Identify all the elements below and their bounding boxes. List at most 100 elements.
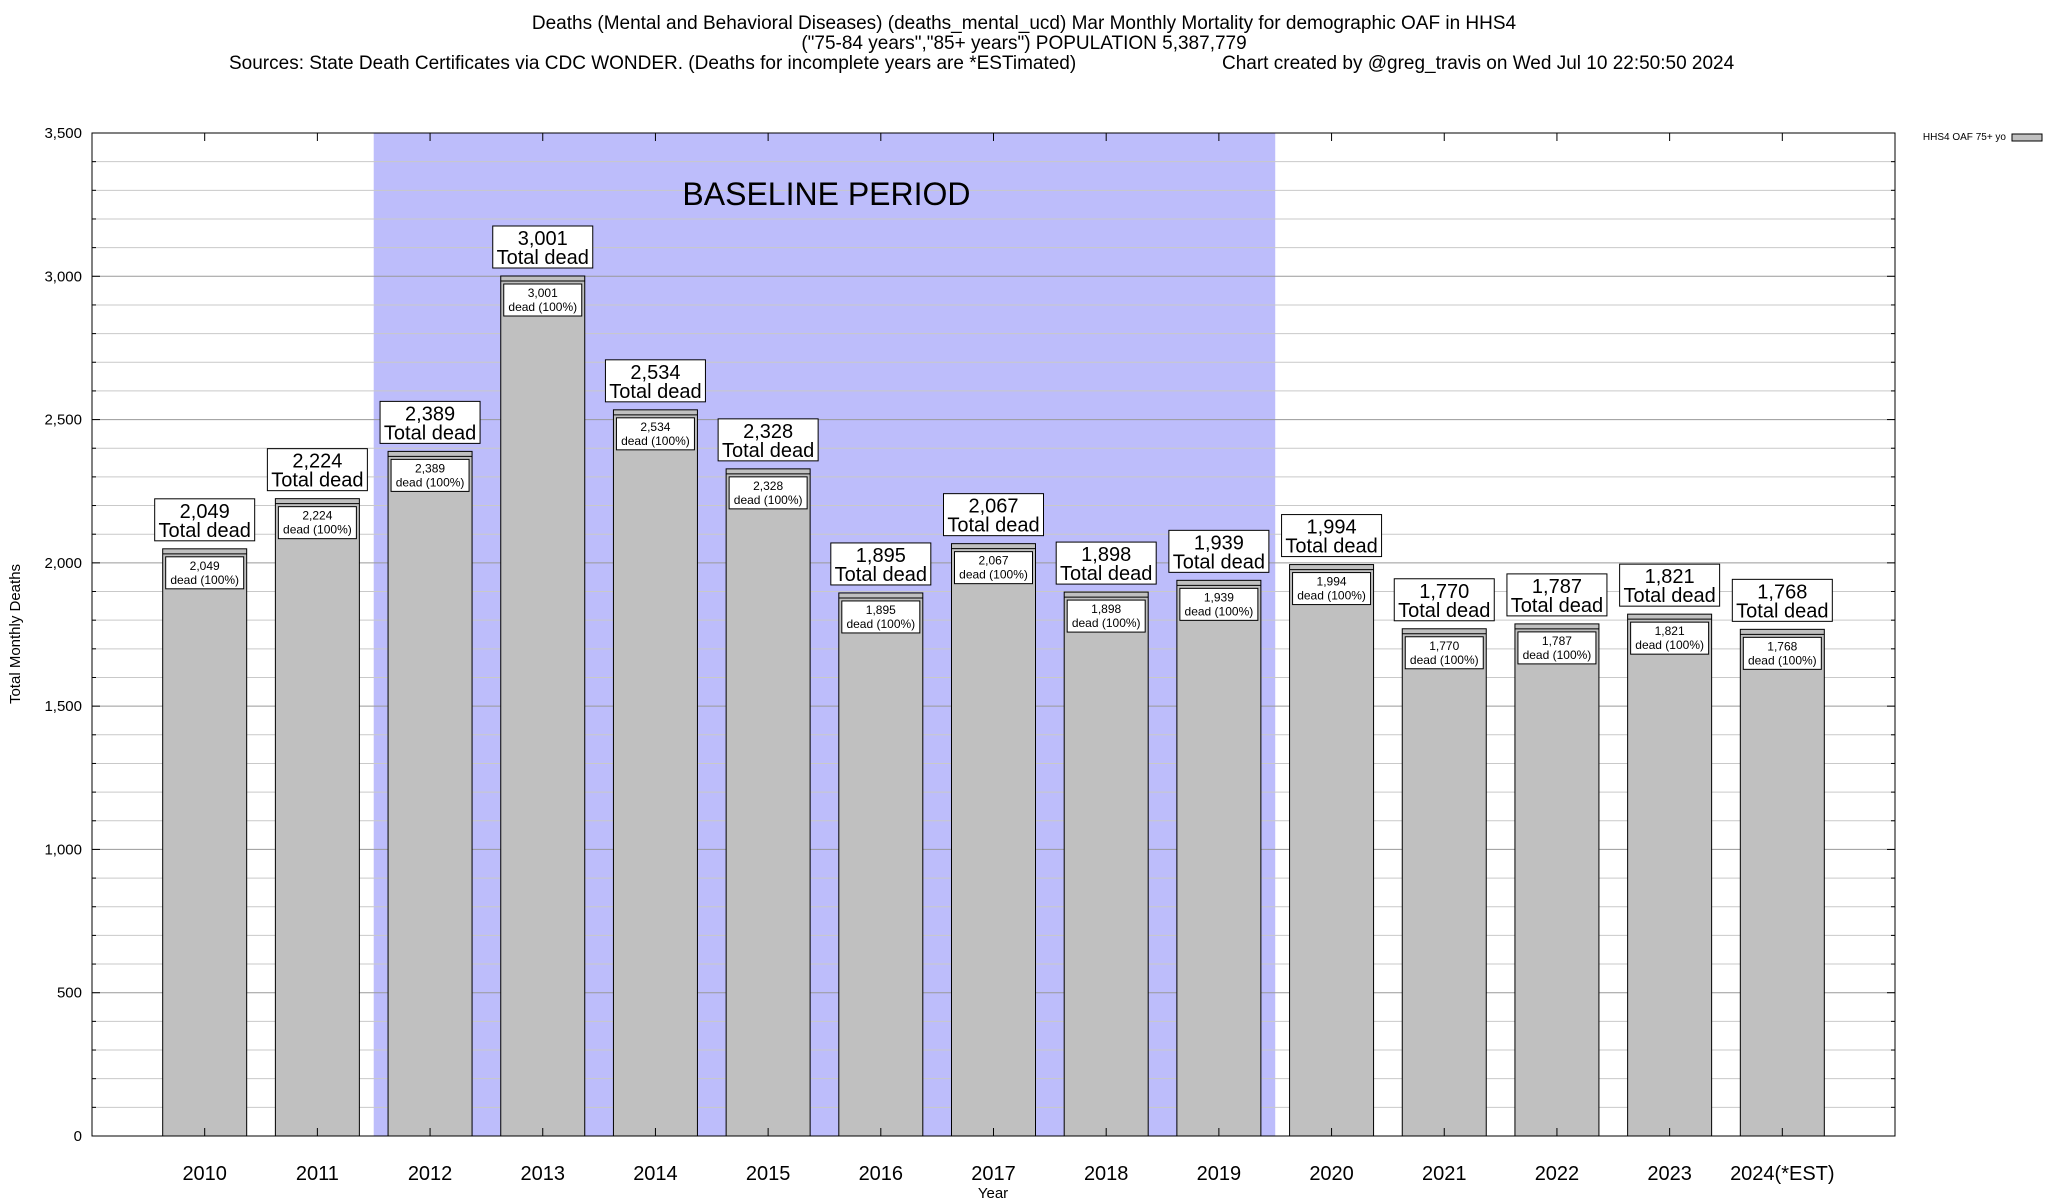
inner-dead-label: dead (100%) (1072, 616, 1141, 630)
inner-dead-label: dead (100%) (959, 568, 1028, 582)
inner-value-label: 1,821 (1655, 624, 1685, 638)
inner-dead-label: dead (100%) (1185, 604, 1254, 618)
inner-dead-label: dead (100%) (1410, 653, 1479, 667)
total-value-label: 2,389 (405, 403, 455, 425)
total-dead-label: Total dead (1398, 600, 1490, 622)
total-label-box (266, 448, 368, 492)
bar (1627, 613, 1713, 1137)
y-tick-label: 1,500 (44, 698, 82, 715)
inner-value-label: 1,939 (1204, 590, 1234, 604)
x-tick-label: 2010 (182, 1163, 227, 1185)
x-tick-label: 2016 (859, 1163, 904, 1185)
bar (1063, 591, 1149, 1137)
inner-dead-label: dead (100%) (396, 475, 465, 489)
inner-dead-label: dead (100%) (508, 300, 577, 314)
inner-label-box (954, 551, 1033, 585)
inner-label-box (1517, 631, 1597, 665)
x-tick-label: 2017 (971, 1163, 1016, 1185)
y-tick-label: 500 (57, 985, 82, 1002)
inner-value-label: 1,787 (1542, 634, 1572, 648)
bar (1401, 628, 1487, 1137)
x-axis-label: Year (978, 1185, 1008, 1200)
bar (500, 275, 586, 1137)
total-value-label: 1,898 (1081, 544, 1131, 566)
inner-value-label: 1,898 (1091, 602, 1121, 616)
baseline-label: BASELINE PERIOD (682, 176, 970, 212)
inner-label-box (1404, 636, 1484, 670)
x-tick-label: 2014 (633, 1163, 678, 1185)
total-dead-label: Total dead (159, 520, 251, 542)
sources-note: Sources: State Death Certificates via CD… (229, 53, 1077, 74)
x-tick-label: 2020 (1309, 1163, 1354, 1185)
inner-label-box (1630, 621, 1710, 655)
inner-value-label: 2,328 (753, 479, 783, 493)
total-dead-label: Total dead (947, 515, 1039, 537)
total-label-box (1506, 573, 1608, 617)
total-dead-label: Total dead (1736, 600, 1828, 622)
total-value-label: 1,895 (856, 545, 906, 567)
x-tick-label: 2013 (521, 1163, 566, 1185)
inner-label-box (165, 556, 245, 590)
total-value-label: 2,328 (743, 421, 793, 443)
x-tick-label: 2022 (1535, 1163, 1580, 1185)
total-value-label: 1,770 (1419, 581, 1469, 603)
x-tick-label: 2021 (1422, 1163, 1467, 1185)
bar (1514, 623, 1600, 1137)
x-tick-label: 2019 (1197, 1163, 1242, 1185)
bar (612, 409, 698, 1137)
inner-dead-label: dead (100%) (621, 434, 690, 448)
legend-label: HHS4 OAF 75+ yo (1923, 132, 2007, 143)
chart-title: Deaths (Mental and Behavioral Diseases) … (0, 14, 2048, 54)
y-tick-label: 0 (74, 1128, 82, 1145)
total-dead-label: Total dead (497, 247, 589, 269)
inner-value-label: 2,389 (415, 461, 445, 475)
inner-dead-label: dead (100%) (1748, 653, 1817, 667)
legend-swatch (2011, 133, 2043, 142)
total-value-label: 3,001 (518, 228, 568, 250)
inner-label-box (503, 283, 583, 317)
x-tick-label: 2018 (1084, 1163, 1129, 1185)
total-dead-label: Total dead (609, 381, 701, 403)
inner-dead-label: dead (100%) (846, 617, 915, 631)
inner-value-label: 2,067 (978, 554, 1008, 568)
inner-dead-label: dead (100%) (283, 523, 352, 537)
inner-label-box (1292, 572, 1372, 606)
total-label-box (1393, 578, 1495, 622)
chart-title-line-1: Deaths (Mental and Behavioral Diseases) … (531, 13, 1517, 34)
total-label-box (1281, 514, 1383, 558)
bar (951, 543, 1036, 1137)
inner-label-box (1066, 599, 1146, 633)
inner-dead-label: dead (100%) (1297, 589, 1366, 603)
x-tick-label: 2011 (296, 1163, 339, 1185)
bar (274, 498, 360, 1137)
total-label-box (1055, 541, 1157, 585)
y-axis-label: Total Monthly Deaths (7, 564, 24, 704)
total-dead-label: Total dead (1173, 551, 1265, 573)
total-value-label: 1,939 (1194, 532, 1244, 554)
inner-dead-label: dead (100%) (1635, 638, 1704, 652)
inner-value-label: 1,768 (1767, 639, 1797, 653)
bar (1739, 628, 1825, 1137)
total-value-label: 2,534 (630, 362, 680, 384)
inner-value-label: 2,534 (640, 420, 670, 434)
total-label-box (1168, 529, 1270, 573)
total-label-box (379, 400, 481, 444)
inner-label-box (1742, 636, 1822, 670)
total-dead-label: Total dead (1511, 595, 1603, 617)
